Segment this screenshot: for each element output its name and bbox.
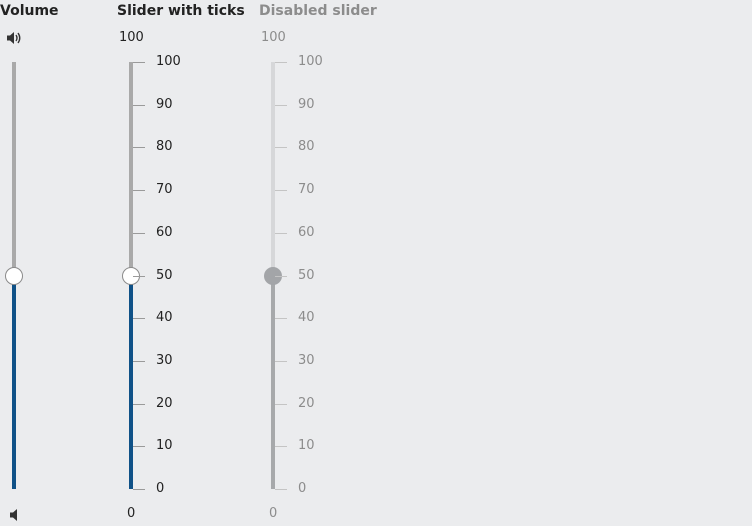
speaker-quiet-icon xyxy=(9,507,19,526)
ticks-slider-tick-label: 80 xyxy=(156,139,173,154)
disabled-slider-tick-label: 80 xyxy=(298,139,315,154)
ticks-slider-tick-label: 50 xyxy=(156,268,173,283)
disabled-slider-tick xyxy=(275,489,287,490)
ticks-slider-tick xyxy=(133,489,145,490)
ticks-slider-tick-label: 40 xyxy=(156,310,173,325)
ticks-slider-tick xyxy=(133,361,145,362)
disabled-slider-tick-label: 70 xyxy=(298,182,315,197)
disabled-slider-tick-label: 60 xyxy=(298,225,315,240)
disabled-slider-rail xyxy=(271,62,275,276)
disabled-slider-tick xyxy=(275,404,287,405)
disabled-slider-tick xyxy=(275,318,287,319)
ticks-slider-rail[interactable] xyxy=(129,62,133,276)
ticks-slider-tick-label: 60 xyxy=(156,225,173,240)
ticks-slider-tick xyxy=(133,404,145,405)
volume-slider-label: Volume xyxy=(0,3,59,19)
ticks-slider-fill[interactable] xyxy=(129,275,133,489)
disabled-slider-tick xyxy=(275,105,287,106)
volume-slider-rail[interactable] xyxy=(12,62,16,276)
ticks-slider-tick xyxy=(133,233,145,234)
ticks-slider-tick-label: 20 xyxy=(156,396,173,411)
ticks-slider-tick-label: 100 xyxy=(156,54,181,69)
ticks-slider-min-label: 0 xyxy=(127,506,136,521)
ticks-slider-tick-label: 90 xyxy=(156,97,173,112)
ticks-slider-tick-label: 0 xyxy=(156,481,165,496)
ticks-slider-label: Slider with ticks xyxy=(117,3,245,19)
disabled-slider-tick-label: 40 xyxy=(298,310,315,325)
disabled-slider-tick-label: 50 xyxy=(298,268,315,283)
volume-slider-thumb[interactable] xyxy=(5,266,23,285)
disabled-slider-max-label: 100 xyxy=(261,30,286,45)
volume-slider-fill[interactable] xyxy=(12,275,16,489)
ticks-slider-tick xyxy=(133,147,145,148)
disabled-slider-tick-label: 0 xyxy=(298,481,307,496)
ticks-slider-tick xyxy=(133,105,145,106)
disabled-slider-tick-label: 30 xyxy=(298,353,315,368)
disabled-slider-tick xyxy=(275,361,287,362)
disabled-slider-tick xyxy=(275,147,287,148)
ticks-slider-tick-label: 10 xyxy=(156,438,173,453)
disabled-slider-tick-label: 90 xyxy=(298,97,315,112)
speaker-loud-icon xyxy=(6,30,22,49)
disabled-slider-min-label: 0 xyxy=(269,506,278,521)
ticks-slider-tick xyxy=(133,190,145,191)
ticks-slider-tick xyxy=(133,446,145,447)
ticks-slider-max-label: 100 xyxy=(119,30,144,45)
disabled-slider-tick xyxy=(275,233,287,234)
disabled-slider-tick-label: 10 xyxy=(298,438,315,453)
disabled-slider-label: Disabled slider xyxy=(259,3,377,19)
ticks-slider-tick-label: 30 xyxy=(156,353,173,368)
ticks-slider-tick xyxy=(133,62,145,63)
ticks-slider-tick xyxy=(133,318,145,319)
ticks-slider-thumb[interactable] xyxy=(122,266,140,285)
disabled-slider-tick xyxy=(275,446,287,447)
disabled-slider-tick xyxy=(275,190,287,191)
disabled-slider-tick xyxy=(275,62,287,63)
disabled-slider-fill xyxy=(271,275,275,489)
ticks-slider-tick xyxy=(133,276,145,277)
disabled-slider-thumb xyxy=(264,266,282,285)
disabled-slider-tick-label: 20 xyxy=(298,396,315,411)
disabled-slider-tick-label: 100 xyxy=(298,54,323,69)
disabled-slider-tick xyxy=(275,276,287,277)
ticks-slider-tick-label: 70 xyxy=(156,182,173,197)
